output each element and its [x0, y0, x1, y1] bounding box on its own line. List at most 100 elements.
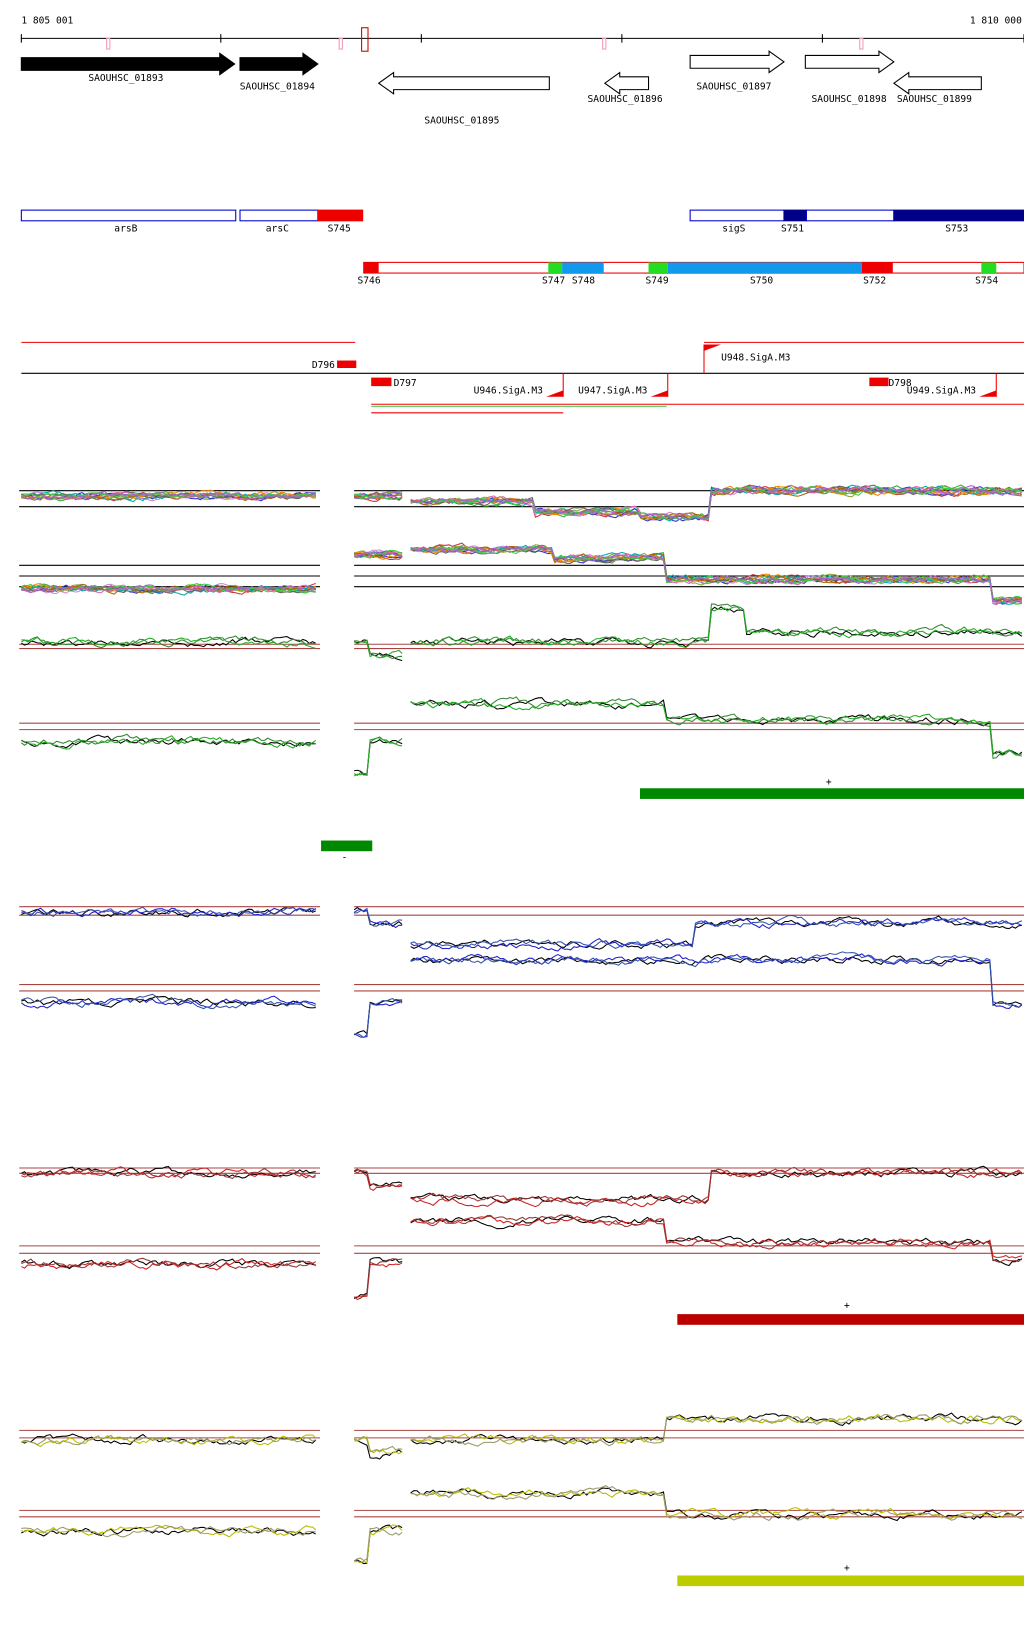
trace — [410, 951, 1023, 1008]
trace — [21, 490, 316, 501]
segment — [562, 262, 604, 274]
ruler-marker — [859, 37, 864, 50]
annotation-box — [317, 209, 364, 222]
annotation-box — [689, 209, 785, 222]
ruler-marker — [106, 37, 111, 50]
trace — [410, 697, 1023, 756]
trace — [21, 907, 317, 918]
label: S752 — [863, 276, 886, 287]
trace — [410, 545, 1022, 604]
label: U947.SigA.M3 — [578, 385, 648, 396]
feature-box — [371, 377, 392, 387]
trace — [21, 491, 316, 501]
trace — [21, 1525, 316, 1538]
gene-arrow — [377, 71, 550, 95]
trace — [21, 635, 316, 649]
label: U949.SigA.M3 — [907, 385, 977, 396]
trace — [21, 1434, 316, 1446]
trace — [21, 1166, 317, 1179]
trace — [21, 636, 316, 648]
trace — [21, 584, 316, 594]
label: SAOUHSC_01899 — [897, 94, 972, 105]
trace — [353, 640, 403, 659]
label: U948.SigA.M3 — [721, 352, 791, 363]
label: D796 — [312, 360, 335, 371]
trace — [353, 1169, 403, 1187]
trace — [354, 491, 403, 501]
segment — [548, 262, 563, 274]
trace — [354, 998, 403, 1039]
promoter-flag — [704, 344, 722, 351]
trace — [21, 1167, 316, 1180]
trace — [354, 1524, 403, 1564]
label: arsC — [266, 223, 289, 234]
trace — [410, 546, 1023, 604]
trace — [410, 1214, 1022, 1259]
trace — [21, 584, 316, 594]
trace — [353, 1168, 403, 1188]
trace — [353, 1436, 403, 1455]
strand-bar — [640, 788, 1024, 799]
ruler-start: 1 805 001 — [21, 15, 73, 26]
trace — [354, 738, 403, 776]
feature-box — [869, 377, 889, 387]
promoter-flag — [979, 390, 997, 397]
trace — [410, 485, 1023, 521]
trace — [410, 1485, 1023, 1522]
label: SAOUHSC_01898 — [812, 94, 887, 105]
trace — [21, 492, 316, 499]
trace — [410, 1487, 1022, 1520]
label: sigS — [722, 223, 745, 234]
trace — [410, 544, 1022, 605]
trace — [353, 1258, 403, 1301]
trace — [354, 492, 403, 500]
label: S751 — [781, 223, 804, 234]
trace — [410, 1414, 1023, 1447]
strand-bar — [677, 1575, 1024, 1587]
trace — [21, 733, 316, 747]
label: SAOUHSC_01893 — [88, 73, 163, 84]
feature-box — [337, 360, 357, 368]
trace — [21, 906, 316, 918]
trace — [21, 1257, 317, 1271]
segment — [648, 262, 668, 274]
trace — [410, 1166, 1023, 1207]
label: SAOUHSC_01894 — [240, 81, 315, 92]
label: + — [844, 1563, 850, 1574]
trace — [410, 544, 1023, 602]
trace — [410, 1413, 1022, 1445]
ruler-marker — [338, 37, 343, 50]
trace — [410, 485, 1022, 521]
segment — [667, 262, 862, 274]
annotation-box — [20, 209, 237, 222]
trace — [410, 485, 1022, 521]
label: SAOUHSC_01897 — [696, 81, 771, 92]
gene-arrow — [689, 50, 785, 74]
ruler-end: 1 810 000 — [970, 15, 1022, 26]
trace — [410, 1214, 1023, 1263]
label: S750 — [750, 276, 773, 287]
trace — [410, 914, 1023, 949]
label: D797 — [394, 378, 417, 389]
label: SAOUHSC_01896 — [588, 94, 663, 105]
trace — [354, 639, 403, 660]
segment — [861, 262, 893, 274]
trace — [354, 551, 403, 560]
trace — [354, 1524, 403, 1565]
trace — [410, 546, 1023, 601]
trace — [410, 545, 1022, 602]
trace — [353, 1000, 403, 1038]
trace — [410, 544, 1022, 605]
trace — [353, 551, 403, 559]
label: arsB — [114, 223, 137, 234]
trace — [353, 999, 403, 1036]
label: SAOUHSC_01895 — [424, 116, 499, 127]
trace — [21, 584, 316, 593]
strand-bar — [677, 1314, 1024, 1325]
gene-arrow — [603, 71, 650, 95]
label: S754 — [975, 276, 998, 287]
trace — [410, 696, 1022, 760]
trace — [410, 1487, 1023, 1522]
trace — [353, 1170, 403, 1192]
